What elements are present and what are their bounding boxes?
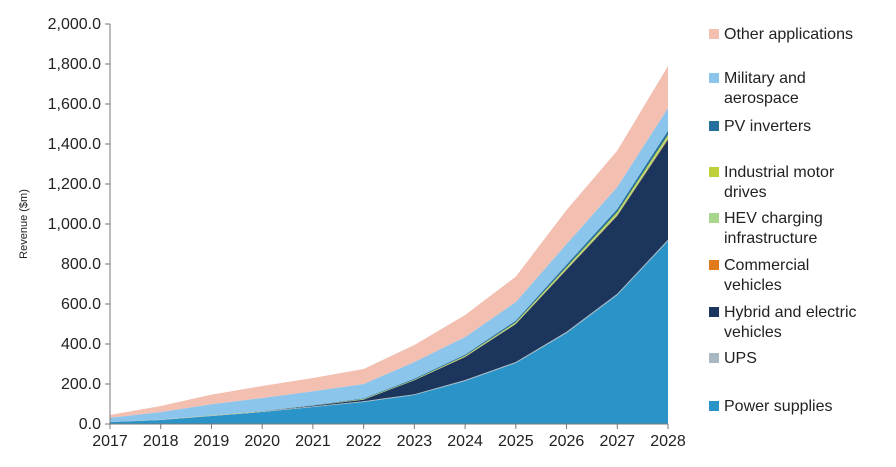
legend-label: Power supplies: [724, 398, 833, 415]
legend-label: PV inverters: [724, 118, 811, 135]
legend-swatch: [709, 121, 719, 131]
legend-swatch: [709, 213, 719, 223]
area-military-and-aerospace: [110, 108, 668, 422]
y-tick-label: 1,200.0: [48, 176, 101, 193]
legend-swatch: [709, 167, 719, 177]
y-tick-label: 1,600.0: [48, 96, 101, 113]
legend-label: Industrial motor drives: [724, 164, 835, 201]
legend-swatch: [709, 73, 719, 83]
x-tick-label: 2027: [599, 433, 635, 450]
legend-label: Other applications: [724, 26, 853, 43]
x-tick-label: 2022: [346, 433, 382, 450]
legend-label: Military and aerospace: [724, 70, 806, 107]
x-tick-labels: 2017 2018 2019 2020 2021 2022 2023 2024 2025 2026…: [92, 424, 686, 450]
area-pv-inverters: [110, 130, 668, 422]
area-commercial-vehicles: [110, 138, 668, 422]
legend-swatch: [709, 353, 719, 363]
legend-swatch: [709, 29, 719, 39]
y-tick-label: 400.0: [61, 336, 101, 353]
x-tick-label: 2020: [244, 433, 280, 450]
area-power-supplies: [110, 241, 668, 424]
legend-swatch: [709, 307, 719, 317]
x-tick-label: 2018: [143, 433, 179, 450]
x-tick-label: 2026: [549, 433, 585, 450]
legend-swatch: [709, 260, 719, 270]
x-tick-label: 2021: [295, 433, 331, 450]
x-tick-label: 2019: [194, 433, 230, 450]
y-axis-label: Revenue ($m): [18, 189, 30, 259]
x-tick-label: 2024: [447, 433, 483, 450]
x-tick-label: 2028: [650, 433, 686, 450]
y-tick-label: 1,000.0: [48, 216, 101, 233]
x-tick-label: 2017: [92, 433, 128, 450]
legend-label: Commercial vehicles: [724, 257, 809, 294]
legend-label: UPS: [724, 350, 757, 367]
area-hev-charging-infrastructure: [110, 136, 668, 422]
y-tick-label: 800.0: [61, 256, 101, 273]
y-tick-label: 200.0: [61, 376, 101, 393]
area-industrial-motor-drives: [110, 134, 668, 422]
legend-label: HEV charging infrastructure: [724, 210, 823, 247]
area-hybrid-and-electric-vehicles: [110, 139, 668, 422]
y-tick-label: 2,000.0: [48, 16, 101, 33]
legend-swatch: [709, 401, 719, 411]
y-tick-labels: 0.0 200.0 400.0 600.0 800.0 1,000.0 1,200.0 1,4…: [48, 16, 110, 433]
area-layers: [110, 66, 668, 424]
y-tick-label: 1,400.0: [48, 136, 101, 153]
area-other-applications: [110, 66, 668, 418]
y-tick-label: 600.0: [61, 296, 101, 313]
legend-label: Hybrid and electric vehicles: [724, 304, 857, 341]
legend: Other applications Military and aerospace P…: [709, 26, 857, 415]
x-tick-label: 2023: [397, 433, 433, 450]
y-tick-label: 0.0: [79, 416, 101, 433]
x-tick-label: 2025: [498, 433, 534, 450]
y-tick-label: 1,800.0: [48, 56, 101, 73]
